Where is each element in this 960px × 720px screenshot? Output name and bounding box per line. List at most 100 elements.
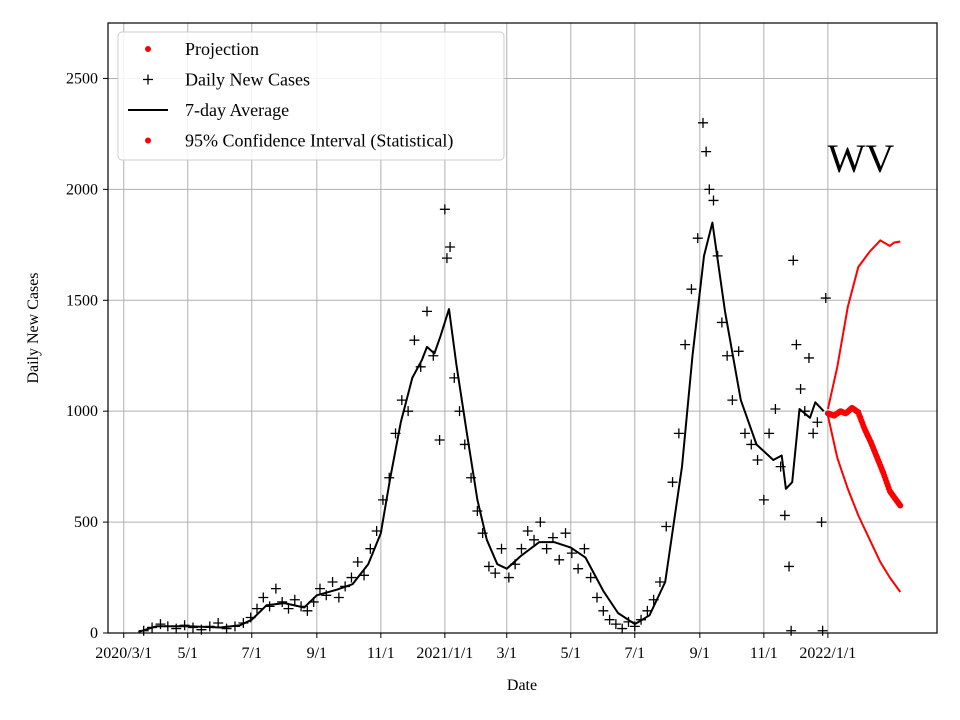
data-point-daily-new-cases — [327, 576, 338, 587]
legend-label: 7-day Average — [185, 100, 289, 120]
data-point-daily-new-cases — [535, 517, 546, 528]
data-point-daily-new-cases — [758, 494, 769, 505]
data-point-daily-new-cases — [579, 543, 590, 554]
data-point-daily-new-cases — [667, 477, 678, 488]
chart-title: WV — [828, 136, 895, 181]
data-point-daily-new-cases — [258, 592, 269, 603]
data-point-daily-new-cases — [786, 625, 797, 636]
data-point-daily-new-cases — [496, 543, 507, 554]
y-tick-label: 500 — [74, 514, 98, 531]
data-point-daily-new-cases — [302, 605, 313, 616]
legend-marker-plus — [143, 74, 153, 85]
y-tick-label: 2500 — [66, 70, 98, 87]
plot-frame — [107, 22, 938, 634]
data-point-daily-new-cases — [795, 384, 806, 394]
data-point-daily-new-cases — [716, 317, 727, 328]
data-point-daily-new-cases — [680, 339, 691, 350]
data-point-daily-new-cases — [213, 618, 224, 629]
data-point-daily-new-cases — [522, 525, 533, 536]
x-axis-label: Date — [507, 677, 537, 694]
data-point-daily-new-cases — [277, 596, 288, 607]
data-point-daily-new-cases — [560, 528, 571, 539]
data-point-daily-new-cases — [791, 339, 802, 350]
data-point-daily-new-cases — [529, 534, 540, 545]
axes: 2020/3/1 5/1 7/1 9/1 11/1 2021/1/1 3/1 5/1 7/1 9/… — [66, 22, 938, 662]
data-point-daily-new-cases — [708, 195, 719, 206]
data-point-daily-new-cases — [171, 623, 182, 634]
data-point-daily-new-cases — [803, 352, 814, 363]
x-tick-label: 3/1 — [497, 645, 517, 662]
x-tick-label: 5/1 — [561, 645, 581, 662]
data-point-daily-new-cases — [788, 255, 799, 266]
data-point-daily-new-cases — [808, 428, 819, 439]
data-point-daily-new-cases — [490, 568, 501, 579]
data-point-daily-new-cases — [422, 306, 433, 317]
data-point-daily-new-cases — [704, 184, 715, 195]
legend-box — [117, 31, 505, 161]
data-point-daily-new-cases — [352, 557, 363, 568]
data-point-daily-new-cases — [371, 525, 382, 536]
y-tick-label: 1500 — [66, 292, 98, 309]
data-point-daily-new-cases — [752, 454, 763, 465]
data-point-daily-new-cases — [179, 620, 190, 631]
y-axis-label: Daily New Cases — [25, 272, 42, 383]
data-point-daily-new-cases — [396, 395, 407, 406]
data-point-daily-new-cases — [812, 417, 823, 428]
x-tick-label: 5/1 — [178, 645, 198, 662]
data-point-daily-new-cases — [503, 572, 514, 583]
data-point-daily-new-cases — [283, 603, 294, 614]
x-tick-label: 11/1 — [750, 645, 778, 662]
data-point-daily-new-cases — [746, 439, 757, 450]
data-point-daily-new-cases — [439, 204, 450, 215]
data-point-daily-new-cases — [333, 592, 344, 603]
data-point-daily-new-cases — [692, 233, 703, 244]
legend: Projection Daily New Cases 7-day Average 95… — [117, 31, 505, 161]
x-tick-label: 9/1 — [690, 645, 710, 662]
data-point-daily-new-cases — [610, 619, 621, 630]
data-point-daily-new-cases — [445, 242, 456, 253]
x-tick-label: 11/1 — [367, 645, 395, 662]
legend-label: Daily New Cases — [185, 70, 310, 90]
data-point-daily-new-cases — [673, 428, 684, 439]
data-point-daily-new-cases — [654, 576, 665, 587]
data-point-daily-new-cases — [409, 335, 420, 346]
data-point-daily-new-cases — [784, 561, 795, 572]
data-point-daily-new-cases — [770, 403, 781, 414]
x-tick-label: 7/1 — [625, 645, 645, 662]
data-point-daily-new-cases — [252, 603, 263, 614]
y-tick-label: 1000 — [66, 403, 98, 420]
x-tick-label: 2021/1/1 — [416, 645, 473, 662]
data-point-daily-new-cases — [604, 614, 615, 625]
data-point-daily-new-cases — [697, 117, 708, 128]
data-point-daily-new-cases — [346, 572, 357, 583]
x-tick-label: 2020/3/1 — [95, 645, 152, 662]
data-point-daily-new-cases — [598, 605, 609, 616]
confidence-lower-line — [826, 415, 902, 593]
data-point-daily-new-cases — [270, 583, 281, 594]
data-point-daily-new-cases — [661, 521, 672, 532]
x-tick-label: 7/1 — [242, 645, 262, 662]
data-point-daily-new-cases — [722, 350, 733, 361]
data-point-daily-new-cases — [155, 619, 166, 630]
data-point-daily-new-cases — [289, 594, 300, 605]
data-point-daily-new-cases — [816, 517, 827, 528]
projection-point — [897, 502, 904, 509]
legend-label: Projection — [185, 39, 259, 59]
data-point-daily-new-cases — [403, 406, 414, 417]
data-point-daily-new-cases — [764, 428, 775, 439]
data-point-daily-new-cases — [554, 554, 565, 565]
data-point-daily-new-cases — [585, 572, 596, 583]
legend-label: 95% Confidence Interval (Statistical) — [185, 131, 453, 152]
data-point-daily-new-cases — [441, 253, 452, 264]
data-point-daily-new-cases — [434, 435, 445, 446]
data-point-daily-new-cases — [739, 428, 750, 439]
x-tick-label: 9/1 — [307, 645, 327, 662]
data-point-daily-new-cases — [516, 543, 527, 554]
data-point-daily-new-cases — [727, 395, 738, 406]
data-point-daily-new-cases — [547, 532, 558, 543]
series-line-7-day-average — [138, 221, 825, 633]
data-point-daily-new-cases — [779, 510, 790, 521]
data-point-daily-new-cases — [820, 293, 831, 304]
y-tick-label: 0 — [90, 625, 98, 642]
